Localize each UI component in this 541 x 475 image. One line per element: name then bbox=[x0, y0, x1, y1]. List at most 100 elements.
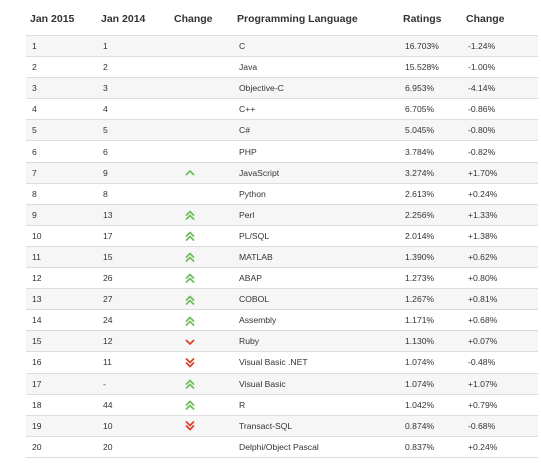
double-arrow-down-icon bbox=[184, 421, 196, 431]
rating-cell: 6.705% bbox=[399, 98, 462, 120]
table-row: 3 3 Objective-C 6.953% -4.14% bbox=[26, 77, 538, 99]
table-row: 14 24 Assembly 1.171% +0.68% bbox=[26, 309, 538, 331]
header-change[interactable]: Change bbox=[174, 13, 213, 25]
table-row: 8 8 Python 2.613% +0.24% bbox=[26, 182, 538, 205]
trend-cell bbox=[170, 161, 233, 184]
table-row: 7 9 JavaScript 3.274% +1.70% bbox=[26, 161, 538, 184]
table-body: 1 1 C 16.703% -1.24% 2 2 Java 15.528% -1.00% 3 3 Obj… bbox=[26, 34, 538, 458]
trend-cell bbox=[170, 245, 233, 268]
language-cell: Objective-C bbox=[233, 77, 399, 99]
change-percent-cell: +0.24% bbox=[462, 182, 538, 205]
change-percent-cell: -1.24% bbox=[462, 34, 538, 57]
double-arrow-up-icon bbox=[184, 252, 196, 263]
table-row: 13 27 COBOL 1.267% +0.81% bbox=[26, 288, 538, 310]
trend-cell bbox=[170, 330, 233, 352]
table-row: 18 44 R 1.042% +0.79% bbox=[26, 393, 538, 416]
rank-2015-cell: 15 bbox=[26, 330, 97, 352]
language-cell: Delphi/Object Pascal bbox=[233, 435, 399, 458]
double-arrow-up-icon bbox=[184, 231, 196, 242]
language-cell: C# bbox=[233, 119, 399, 141]
rating-cell: 2.014% bbox=[399, 224, 462, 247]
table-row: 17- Visual Basic 1.074% +1.07% bbox=[26, 372, 538, 395]
trend-cell bbox=[170, 56, 233, 78]
rank-2014-cell: 6 bbox=[97, 140, 170, 163]
rank-2015-cell: 1 bbox=[26, 34, 97, 57]
rank-2015-cell: 14 bbox=[26, 309, 97, 331]
rank-2014-cell: 1 bbox=[97, 34, 170, 57]
language-cell: PHP bbox=[233, 140, 399, 163]
trend-cell bbox=[170, 34, 233, 57]
rating-cell: 2.613% bbox=[399, 182, 462, 205]
double-arrow-up-icon bbox=[184, 400, 196, 410]
table-row: 20 20 Delphi/Object Pascal 0.837% +0.24% bbox=[26, 435, 538, 458]
rank-2015-cell: 13 bbox=[26, 288, 97, 310]
rank-2015-cell: 19 bbox=[26, 414, 97, 437]
table-row: 11 15 MATLAB 1.390% +0.62% bbox=[26, 245, 538, 268]
rank-2015-cell: 20 bbox=[26, 435, 97, 458]
trend-cell bbox=[170, 224, 233, 247]
header-jan-2015[interactable]: Jan 2015 bbox=[30, 13, 75, 25]
language-cell: C bbox=[233, 34, 399, 57]
header-jan-2014[interactable]: Jan 2014 bbox=[101, 13, 146, 25]
table-row: 10 17 PL/SQL 2.014% +1.38% bbox=[26, 224, 538, 247]
trend-cell bbox=[170, 414, 233, 437]
trend-cell bbox=[170, 203, 233, 226]
table-row: 2 2 Java 15.528% -1.00% bbox=[26, 56, 538, 78]
rank-2015-cell: 6 bbox=[26, 140, 97, 163]
change-percent-cell: +0.24% bbox=[462, 435, 538, 458]
language-cell: Visual Basic bbox=[233, 372, 399, 395]
language-ranking-table: Jan 2015 Jan 2014 Change Programming Lan… bbox=[26, 7, 538, 458]
rank-2015-cell: 16 bbox=[26, 351, 97, 373]
rank-2015-cell: 18 bbox=[26, 393, 97, 416]
change-percent-cell: -0.82% bbox=[462, 140, 538, 163]
table-row: 5 5 C# 5.045% -0.80% bbox=[26, 119, 538, 141]
table-row: 19 10 Transact-SQL 0.874% -0.68% bbox=[26, 414, 538, 437]
rating-cell: 1.074% bbox=[399, 351, 462, 373]
change-percent-cell: +0.79% bbox=[462, 393, 538, 416]
rank-2015-cell: 10 bbox=[26, 224, 97, 247]
rank-2014-cell: 27 bbox=[97, 288, 170, 310]
rating-cell: 5.045% bbox=[399, 119, 462, 141]
change-percent-cell: -1.00% bbox=[462, 56, 538, 78]
rank-2014-cell: 3 bbox=[97, 77, 170, 99]
table-row: 4 4 C++ 6.705% -0.86% bbox=[26, 98, 538, 120]
rank-2014-cell: 44 bbox=[97, 393, 170, 416]
rating-cell: 0.837% bbox=[399, 435, 462, 458]
change-percent-cell: -0.80% bbox=[462, 119, 538, 141]
table-row: 9 13 Perl 2.256% +1.33% bbox=[26, 203, 538, 226]
rank-2015-cell: 8 bbox=[26, 182, 97, 205]
trend-cell bbox=[170, 119, 233, 141]
change-percent-cell: -0.86% bbox=[462, 98, 538, 120]
change-percent-cell: +1.33% bbox=[462, 203, 538, 226]
header-programming-language[interactable]: Programming Language bbox=[237, 13, 358, 25]
rank-2014-cell: 4 bbox=[97, 98, 170, 120]
rating-cell: 2.256% bbox=[399, 203, 462, 226]
table-row: 6 6 PHP 3.784% -0.82% bbox=[26, 140, 538, 163]
rating-cell: 1.171% bbox=[399, 309, 462, 331]
change-percent-cell: +0.81% bbox=[462, 288, 538, 310]
rank-2015-cell: 3 bbox=[26, 77, 97, 99]
trend-cell bbox=[170, 77, 233, 99]
header-ratings[interactable]: Ratings bbox=[403, 13, 442, 25]
trend-cell bbox=[170, 140, 233, 163]
rank-2015-cell: 4 bbox=[26, 98, 97, 120]
rank-2014-cell: 17 bbox=[97, 224, 170, 247]
double-arrow-up-icon bbox=[184, 316, 196, 326]
rating-cell: 3.274% bbox=[399, 161, 462, 184]
language-cell: Java bbox=[233, 56, 399, 78]
rank-2015-cell: 5 bbox=[26, 119, 97, 141]
rank-2014-cell: 15 bbox=[97, 245, 170, 268]
change-percent-cell: +0.07% bbox=[462, 330, 538, 352]
arrow-down-icon bbox=[184, 337, 196, 347]
rank-2014-cell: 2 bbox=[97, 56, 170, 78]
header-change-percent[interactable]: Change bbox=[466, 13, 505, 25]
rank-2015-cell: 12 bbox=[26, 267, 97, 289]
rank-2015-cell: 17 bbox=[26, 372, 97, 395]
change-percent-cell: +1.70% bbox=[462, 161, 538, 184]
language-cell: R bbox=[233, 393, 399, 416]
rank-2015-cell: 7 bbox=[26, 161, 97, 184]
rank-2014-cell: 11 bbox=[97, 351, 170, 373]
rating-cell: 0.874% bbox=[399, 414, 462, 437]
rank-2015-cell: 11 bbox=[26, 245, 97, 268]
rating-cell: 1.267% bbox=[399, 288, 462, 310]
